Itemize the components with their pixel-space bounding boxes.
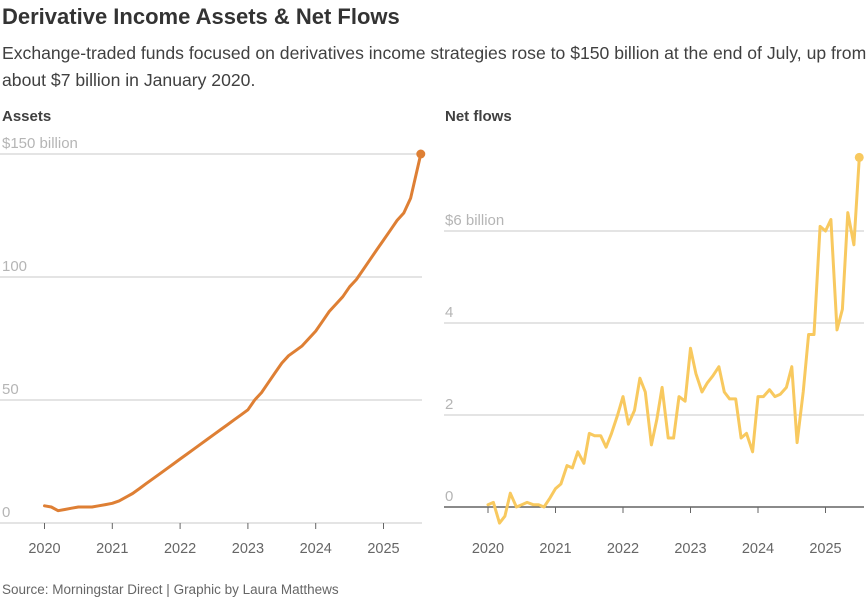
flows-end-point (854, 152, 864, 162)
assets-x-tick-label: 2023 (232, 541, 264, 557)
assets-end-point (416, 149, 426, 159)
assets-series-line (43, 152, 423, 513)
flows-series-line (486, 155, 861, 525)
flows-x-tick-label: 2023 (674, 541, 706, 557)
assets-y-tick-label: 0 (2, 504, 10, 521)
flows-y-tick-label: 2 (445, 396, 453, 413)
flows-y-tick-label: $6 billion (445, 212, 504, 229)
flows-x-tick-label: 2021 (539, 541, 571, 557)
assets-panel-title: Assets (2, 108, 52, 125)
assets-x-tick-label: 2025 (367, 541, 399, 557)
assets-x-tick-label: 2022 (164, 541, 196, 557)
assets-x-tick-label: 2020 (28, 541, 60, 557)
flows-x-tick-label: 2024 (742, 541, 774, 557)
flows-x-tick-label: 2022 (607, 541, 639, 557)
flows-y-tick-label: 0 (445, 488, 453, 505)
flows-panel-title: Net flows (445, 108, 512, 125)
assets-y-tick-label: 50 (2, 381, 19, 398)
source-note: Source: Morningstar Direct | Graphic by … (2, 582, 339, 597)
flows-x-tick-label: 2020 (472, 541, 504, 557)
assets-x-tick-label: 2024 (300, 541, 332, 557)
assets-x-tick-label: 2021 (96, 541, 128, 557)
assets-y-tick-label: $150 billion (2, 135, 78, 152)
flows-y-tick-label: 4 (445, 304, 453, 321)
chart-subtitle: Exchange-traded funds focused on derivat… (2, 43, 867, 90)
flows-x-tick-label: 2025 (809, 541, 841, 557)
assets-y-tick-label: 100 (2, 258, 27, 275)
chart-title: Derivative Income Assets & Net Flows (2, 4, 400, 29)
